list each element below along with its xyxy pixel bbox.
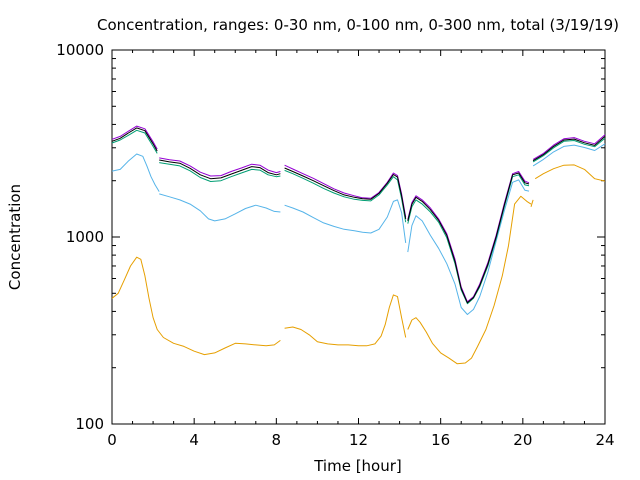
- series-line-4: [407, 171, 530, 303]
- plot-frame: [111, 49, 606, 425]
- series-line-3: [407, 174, 530, 305]
- x-axis-label: Time [hour]: [313, 457, 402, 475]
- x-tick-label: 12: [349, 431, 368, 449]
- x-tick-label: 4: [189, 431, 199, 449]
- x-tick-label: 0: [107, 431, 117, 449]
- series-line-2: [284, 199, 407, 243]
- series-line-4: [111, 125, 158, 150]
- series-line-3: [159, 162, 281, 182]
- x-tick-label: 8: [272, 431, 282, 449]
- series-line-5: [407, 172, 530, 304]
- y-tick-label: 1000: [66, 228, 104, 246]
- series-line-4: [159, 157, 281, 177]
- x-axis: 0 4 8 12 16 20 24: [107, 50, 615, 449]
- series-line-5: [159, 159, 281, 180]
- series-line-4: [532, 134, 606, 160]
- series-line-2: [159, 193, 281, 222]
- series-line-3: [111, 129, 158, 154]
- series-line-3: [532, 137, 606, 163]
- series-line-5: [532, 136, 606, 162]
- series-line-5: [111, 127, 158, 152]
- x-tick-label: 16: [431, 431, 450, 449]
- series-line-3: [284, 169, 407, 223]
- series-line-1: [407, 195, 532, 365]
- series-line-1: [111, 256, 281, 356]
- series-line-1: [534, 164, 606, 182]
- series-line-2: [532, 143, 606, 167]
- y-axis-label: Concentration: [6, 184, 24, 290]
- y-tick-label: 10000: [56, 41, 104, 59]
- x-tick-label: 24: [595, 431, 614, 449]
- chart-title: Concentration, ranges: 0-30 nm, 0-100 nm…: [97, 16, 619, 34]
- series-layer: [111, 125, 606, 365]
- series-line-1: [284, 294, 407, 347]
- y-tick-label: 100: [75, 415, 104, 433]
- x-tick-label: 20: [513, 431, 532, 449]
- series-line-1: [530, 199, 534, 207]
- series-line-5: [284, 167, 407, 219]
- series-line-2: [111, 153, 160, 192]
- series-line-4: [284, 164, 407, 218]
- series-line-2: [407, 179, 530, 315]
- y-axis: 100 1000 10000: [56, 41, 605, 433]
